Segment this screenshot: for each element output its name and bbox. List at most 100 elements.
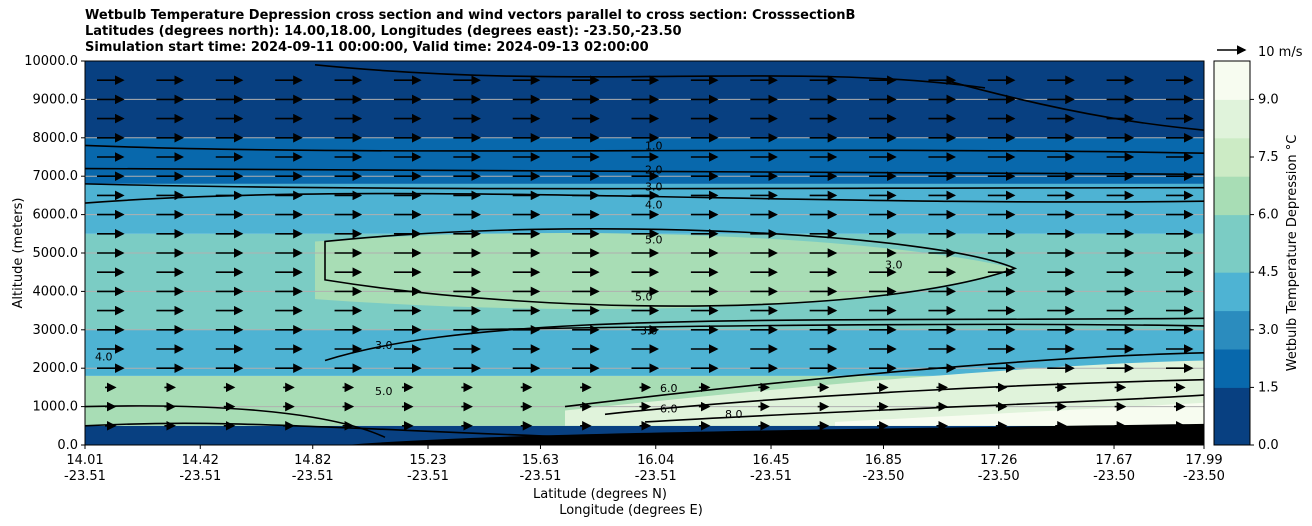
contour-line: [324, 317, 1205, 362]
y-tick-label: 6000.0: [33, 208, 79, 223]
x-tick-label-lon: -23.51: [292, 469, 334, 484]
y-axis-label: Altitude (meters): [11, 198, 26, 309]
x-tick-label-lat: 15.23: [409, 453, 446, 468]
colorbar-tick-label: 0.0: [1258, 438, 1279, 453]
contour-line: [84, 144, 1205, 154]
x-tick-label-lon: -23.50: [1093, 469, 1135, 484]
surface-contour-band: [345, 423, 1204, 445]
contour-label: 8.0: [725, 408, 743, 421]
colorbar-tick-label: 3.0: [1258, 323, 1279, 338]
contour-label: 3.0: [640, 325, 658, 338]
contour-label: 3.0: [885, 259, 903, 272]
colorbar-segment: [1214, 233, 1250, 254]
contour-line: [84, 183, 1205, 190]
contour-label: 5.0: [375, 385, 393, 398]
x-tick-label-lat: 14.01: [66, 453, 103, 468]
x-axis-label-lon: Longitude (degrees E): [559, 503, 703, 518]
colorbar-tick-label: 1.5: [1258, 380, 1279, 395]
y-tick-label: 0.0: [57, 438, 78, 453]
field-band: [85, 183, 1204, 234]
x-tick-label-lon: -23.51: [635, 469, 677, 484]
quiver-key-label: 10 m/s: [1258, 45, 1303, 60]
x-tick-label-lat: 17.99: [1185, 453, 1222, 468]
x-tick-label-lat: 17.26: [980, 453, 1017, 468]
very-dry-region: [835, 402, 1204, 426]
contour-label: 3.0: [375, 339, 393, 352]
x-tick-label-lon: -23.51: [750, 469, 792, 484]
y-tick-label: 10000.0: [24, 54, 78, 69]
colorbar-frame: [1213, 60, 1251, 446]
colorbar-segment: [1214, 137, 1250, 158]
y-tick-label: 7000.0: [33, 169, 79, 184]
colorbar-segment: [1214, 310, 1250, 331]
upper-moist-region: [85, 61, 1204, 119]
contour-line: [604, 378, 1205, 416]
contour-label: 6.0: [660, 382, 678, 395]
colorbar-segment: [1214, 157, 1250, 177]
y-tick-label: 3000.0: [33, 323, 79, 338]
contour-line: [84, 422, 1205, 443]
contour-label: 1.0: [660, 432, 678, 445]
colorbar-segment: [1214, 272, 1250, 292]
colorbar-segment: [1214, 368, 1250, 388]
colorbar-segment: [1214, 176, 1250, 196]
colorbar-segment: [1214, 99, 1250, 120]
plot-area: 1.0 2.0 3.0 4.0 5.0 5.0 3.0 3.0 6.0 6.0 8.0 1.0 4.0 5…: [84, 60, 1205, 446]
y-tick-label: 8000.0: [33, 131, 79, 146]
x-tick-label-lat: 17.67: [1095, 453, 1132, 468]
chart-title: Wetbulb Temperature Depression cross sec…: [85, 8, 855, 56]
colorbar-tick-label: 7.5: [1258, 150, 1279, 165]
title-line-3: Simulation start time: 2024-09-11 00:00:…: [85, 40, 649, 55]
axes: 0.0 1000.0 2000.0 3000.0 4000.0 5000.0 6000.0 7…: [24, 45, 1247, 484]
colorbar-segment: [1214, 406, 1250, 427]
title-line-2: Latitudes (degrees north): 14.00,18.00, …: [85, 24, 682, 39]
x-tick-label-lat: 16.45: [752, 453, 789, 468]
x-tick-label-lat: 16.85: [865, 453, 902, 468]
x-tick-label-lon: -23.50: [1183, 469, 1225, 484]
x-tick-label-lon: -23.50: [863, 469, 905, 484]
y-tick-label: 9000.0: [33, 92, 79, 107]
contour-label: 4.0: [95, 351, 113, 364]
colorbar: 0.0 1.5 3.0 4.5 6.0 7.5 9.0: [1213, 60, 1279, 453]
y-tick-label: 2000.0: [33, 361, 79, 376]
colorbar-segment: [1214, 118, 1250, 139]
colorbar-segment: [1214, 80, 1250, 100]
colorbar-tick-label: 4.5: [1258, 265, 1279, 280]
colorbar-segment: [1214, 349, 1250, 369]
colorbar-segment: [1214, 253, 1250, 273]
mid-level-dry-region: [315, 233, 1015, 310]
contour-label: 2.0: [645, 164, 663, 177]
contour-line: [564, 352, 1205, 408]
x-tick-label-lat: 15.63: [522, 453, 559, 468]
x-tick-label-lat: 14.82: [294, 453, 331, 468]
contour-label: 1.0: [645, 139, 663, 152]
colorbar-segment: [1214, 387, 1250, 408]
colorbar-label: Wetbulb Temperature Depression °C: [1285, 135, 1300, 372]
x-tick-label-lon: -23.50: [978, 469, 1020, 484]
x-tick-label-lon: -23.51: [407, 469, 449, 484]
x-tick-label-lon: -23.51: [64, 469, 106, 484]
y-tick-label: 1000.0: [33, 400, 79, 415]
contour-label: 3.0: [645, 181, 663, 194]
colorbar-segment: [1214, 329, 1250, 350]
contour-label: 5.0: [635, 290, 653, 303]
y-tick-label: 5000.0: [33, 246, 79, 261]
colorbar-segment: [1214, 214, 1250, 235]
contour-label: 6.0: [660, 403, 678, 416]
y-tick-label: 4000.0: [33, 284, 79, 299]
contour-label: 4.0: [645, 199, 663, 212]
contour-line: [644, 394, 1205, 423]
x-axis-label-lat: Latitude (degrees N): [533, 487, 667, 502]
contour-label: 5.0: [645, 234, 663, 247]
colorbar-tick-label: 9.0: [1258, 92, 1279, 107]
x-tick-label-lon: -23.51: [179, 469, 221, 484]
colorbar-segment: [1214, 61, 1250, 81]
colorbar-segment: [1214, 425, 1250, 446]
colorbar-tick-label: 6.0: [1258, 208, 1279, 223]
x-tick-label-lon: -23.51: [520, 469, 562, 484]
colorbar-segment: [1214, 195, 1250, 216]
contour-line: [84, 167, 1205, 176]
contour-line: [314, 64, 986, 89]
title-line-1: Wetbulb Temperature Depression cross sec…: [85, 8, 856, 23]
